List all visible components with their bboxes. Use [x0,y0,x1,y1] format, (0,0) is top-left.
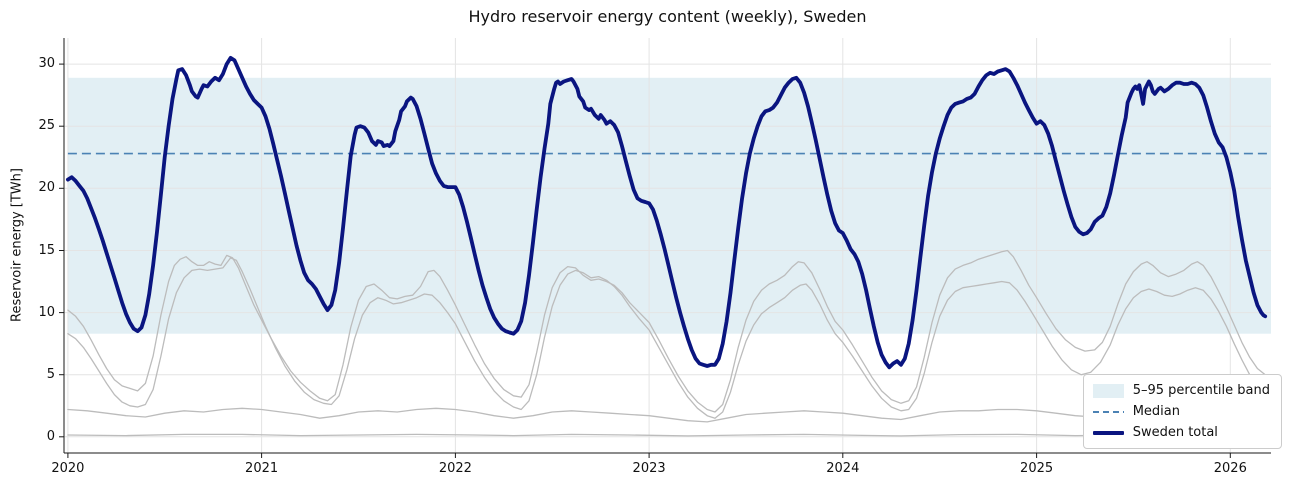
x-tick-label: 2025 [1020,461,1054,476]
y-tick-label: 20 [38,180,55,196]
chart-title: Hydro reservoir energy content (weekly),… [468,7,867,26]
legend-item-median: Median [1092,404,1270,419]
x-tick-label: 2024 [826,461,860,476]
legend-item-band: 5–95 percentile band [1092,383,1270,398]
legend-label-sweden-total: Sweden total [1132,425,1218,440]
sweden-total-line-swatch-icon [1092,430,1124,435]
legend-label-band: 5–95 percentile band [1132,383,1270,398]
median-dashed-line-swatch-icon [1092,410,1124,413]
y-tick-label: 30 [38,56,55,72]
x-tick-label: 2020 [51,461,85,476]
x-tick-label: 2026 [1213,461,1247,476]
y-tick-label: 0 [46,428,55,444]
x-tick-label: 2022 [438,461,472,476]
legend-label-median: Median [1132,404,1180,419]
y-tick-label: 25 [38,118,55,134]
y-tick-label: 10 [38,304,55,320]
y-tick-label: 5 [46,366,55,382]
x-tick-label: 2021 [245,461,279,476]
y-tick-label: 15 [38,242,55,258]
legend: 5–95 percentile band Median Sweden total [1082,374,1282,449]
x-tick-label: 2023 [632,461,666,476]
legend-item-sweden-total: Sweden total [1092,425,1270,440]
percentile-band-swatch-icon [1092,383,1124,398]
